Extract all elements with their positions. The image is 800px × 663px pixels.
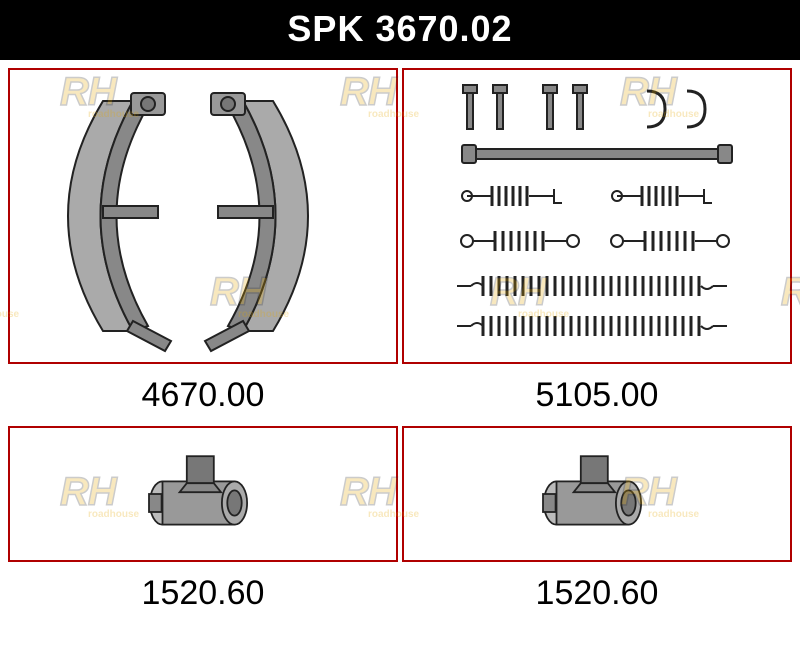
panel-label: 1520.60 — [400, 564, 794, 622]
part-number: 4670.00 — [142, 376, 265, 415]
part-number: 1520.60 — [142, 574, 265, 613]
panel-hardware-kit — [402, 68, 792, 364]
panel-label: 4670.00 — [6, 366, 400, 424]
panel-wheel-cylinder-right — [402, 426, 792, 562]
product-title-bar: SPK 3670.02 — [0, 0, 800, 60]
panel-label: 1520.60 — [6, 564, 400, 622]
brake-shoes-icon — [13, 71, 393, 361]
part-number: 5105.00 — [536, 376, 659, 415]
panel-brake-shoes — [8, 68, 398, 364]
hardware-kit-icon — [407, 71, 787, 361]
wheel-cylinder-icon — [113, 434, 293, 554]
part-number: 1520.60 — [536, 574, 659, 613]
product-title: SPK 3670.02 — [287, 8, 512, 49]
product-grid: 4670.00 5105.00 — [0, 60, 800, 622]
panel-wheel-cylinder-left — [8, 426, 398, 562]
panel-label: 5105.00 — [400, 366, 794, 424]
wheel-cylinder-icon — [507, 434, 687, 554]
